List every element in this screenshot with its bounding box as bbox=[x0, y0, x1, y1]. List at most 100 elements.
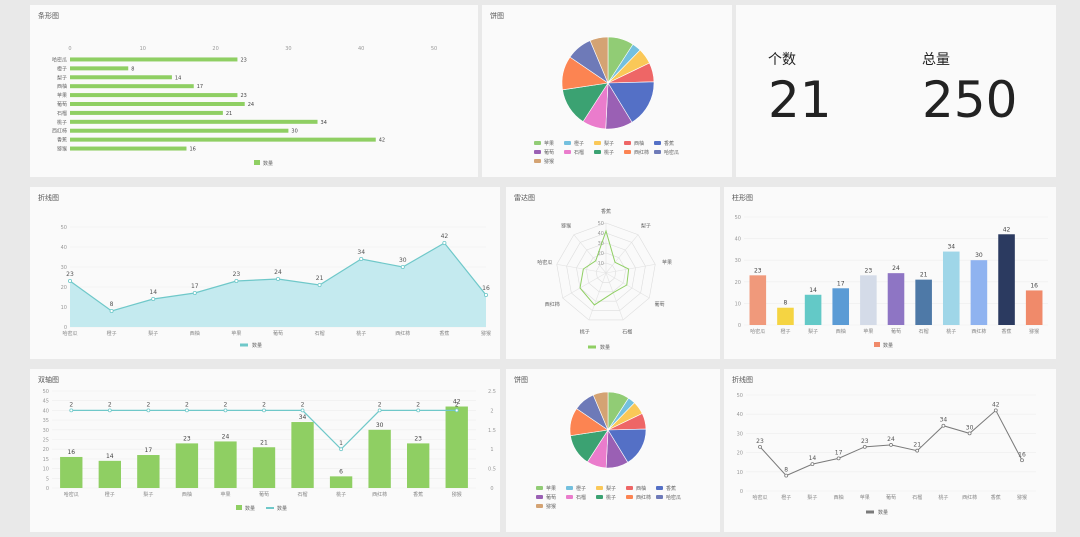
line-value-label: 14 bbox=[809, 455, 817, 462]
combo-bar-value-label: 34 bbox=[299, 414, 307, 421]
hbar-bar bbox=[70, 102, 245, 106]
combo-y2tick: 0.5 bbox=[488, 467, 496, 473]
area-ytick: 50 bbox=[61, 225, 67, 231]
combo-bar-value-label: 16 bbox=[67, 449, 75, 456]
line-point bbox=[889, 443, 893, 447]
pie-legend-label: 桃子 bbox=[606, 494, 616, 501]
combo-chart: 0510152025303540455000.511.522.516哈密瓜14橙… bbox=[43, 389, 496, 512]
hbar-bar bbox=[70, 146, 187, 151]
area-point bbox=[234, 279, 239, 284]
colbar-value-label: 14 bbox=[809, 287, 817, 294]
hbar-value-label: 23 bbox=[240, 93, 246, 99]
colbar-bar bbox=[749, 275, 767, 325]
line-chart: 0 10 20 30 40 50 23 8 14 17 23 24 21 34 30 42 16 哈密瓜 橙子 梨子 西… bbox=[737, 393, 1036, 516]
pie-legend-label: 桃子 bbox=[604, 149, 614, 156]
hbar-category-label: 苹果 bbox=[57, 92, 67, 99]
hbar-legend-label: 数量 bbox=[263, 160, 273, 167]
pie-legend-label: 西柚 bbox=[634, 140, 644, 147]
combo-category-label: 桃子 bbox=[336, 491, 346, 498]
area-title: 折线图 bbox=[38, 194, 59, 202]
radar-ring bbox=[566, 232, 646, 311]
pie-legend-swatch bbox=[626, 486, 633, 490]
pie-legend-swatch bbox=[566, 486, 573, 490]
combo-bar-value-label: 23 bbox=[414, 435, 422, 442]
colbar-value-label: 30 bbox=[975, 252, 983, 259]
hbar-value-label: 23 bbox=[240, 57, 246, 63]
radar-ring bbox=[556, 222, 656, 321]
line-point bbox=[810, 462, 815, 467]
line-point bbox=[836, 456, 841, 461]
pie-legend-label: 哈密瓜 bbox=[666, 494, 681, 501]
combo-line-point bbox=[377, 408, 382, 413]
radar-indicator-label: 石榴 bbox=[622, 328, 632, 335]
combo-line-point bbox=[416, 408, 421, 413]
combo-bar bbox=[445, 406, 468, 488]
colbar-category-label: 葡萄 bbox=[891, 328, 901, 335]
pie2-title: 饼图 bbox=[514, 376, 528, 384]
pie-legend-swatch bbox=[534, 150, 541, 154]
line-title: 折线图 bbox=[732, 376, 753, 384]
combo-line-point bbox=[146, 408, 151, 413]
combo-ytick: 30 bbox=[43, 428, 49, 434]
pie-legend-swatch bbox=[534, 141, 541, 145]
radar-ring-label: 30 bbox=[598, 241, 604, 247]
area-point bbox=[109, 309, 114, 314]
colbar-category-label: 香蕉 bbox=[1002, 328, 1012, 335]
line-point bbox=[915, 448, 920, 453]
radar-ring-label: 10 bbox=[598, 261, 604, 267]
combo-bar bbox=[175, 443, 199, 488]
hbar-bar bbox=[70, 119, 318, 124]
radar-ring bbox=[595, 262, 617, 283]
area-category-label: 葡萄 bbox=[273, 330, 283, 337]
pie-legend-label: 哈密瓜 bbox=[664, 149, 679, 156]
pie-legend-swatch bbox=[564, 141, 571, 145]
colbar-ytick: 20 bbox=[735, 280, 741, 286]
pie-legend-label: 猕猴 bbox=[546, 503, 556, 510]
combo-line-point bbox=[339, 447, 343, 452]
combo-y2tick: 0 bbox=[490, 486, 493, 492]
area-point bbox=[151, 297, 156, 302]
pie-legend-swatch bbox=[536, 495, 543, 499]
combo-category-label: 香蕉 bbox=[413, 491, 423, 498]
pie-legend-swatch bbox=[654, 150, 661, 154]
combo-y2tick: 2.5 bbox=[488, 389, 496, 395]
colbar-value-label: 23 bbox=[754, 267, 762, 274]
colbar-value-label: 34 bbox=[947, 244, 955, 251]
hbar-bar bbox=[70, 137, 376, 142]
line-value-label: 16 bbox=[1018, 451, 1026, 458]
pie-slice bbox=[589, 36, 609, 84]
pie-legend-label: 石榴 bbox=[574, 149, 584, 156]
hbar-value-label: 17 bbox=[197, 84, 203, 90]
area-ytick: 10 bbox=[61, 305, 67, 311]
pie-legend-label: 西柚 bbox=[636, 485, 646, 492]
hbar-category-label: 梨子 bbox=[57, 74, 67, 81]
area-category-label: 哈密瓜 bbox=[62, 330, 77, 337]
hbar-value-label: 30 bbox=[291, 129, 297, 135]
area-point bbox=[442, 241, 447, 246]
combo-line-value-label: 1 bbox=[339, 440, 343, 447]
colbar-legend-swatch bbox=[874, 342, 880, 347]
line-category-label: 哈密瓜 bbox=[752, 494, 767, 501]
stat-count-value: 21 bbox=[768, 71, 832, 129]
pie-legend-swatch bbox=[656, 486, 663, 490]
combo-line-value-label: 2 bbox=[455, 401, 459, 408]
pie-legend-swatch bbox=[626, 495, 633, 499]
area-point bbox=[483, 293, 488, 298]
colbar-bar bbox=[860, 275, 877, 325]
line-point bbox=[993, 408, 998, 413]
line-value-label: 21 bbox=[913, 442, 921, 449]
hbar-bar bbox=[70, 84, 194, 89]
line-category-label: 苹果 bbox=[860, 494, 870, 501]
pie-slice bbox=[607, 81, 655, 123]
line-point bbox=[941, 423, 946, 428]
combo-category-label: 猕猴 bbox=[452, 491, 462, 498]
combo-bar bbox=[252, 447, 276, 488]
hbar-xtick: 40 bbox=[358, 46, 364, 52]
radar-ring bbox=[585, 252, 627, 293]
hbar-bar bbox=[70, 66, 129, 71]
line-point bbox=[758, 444, 762, 449]
colbar-legend-label: 数量 bbox=[883, 342, 893, 349]
line-point bbox=[967, 431, 972, 436]
line-ytick: 40 bbox=[737, 412, 743, 418]
hbar-bar bbox=[70, 93, 238, 98]
